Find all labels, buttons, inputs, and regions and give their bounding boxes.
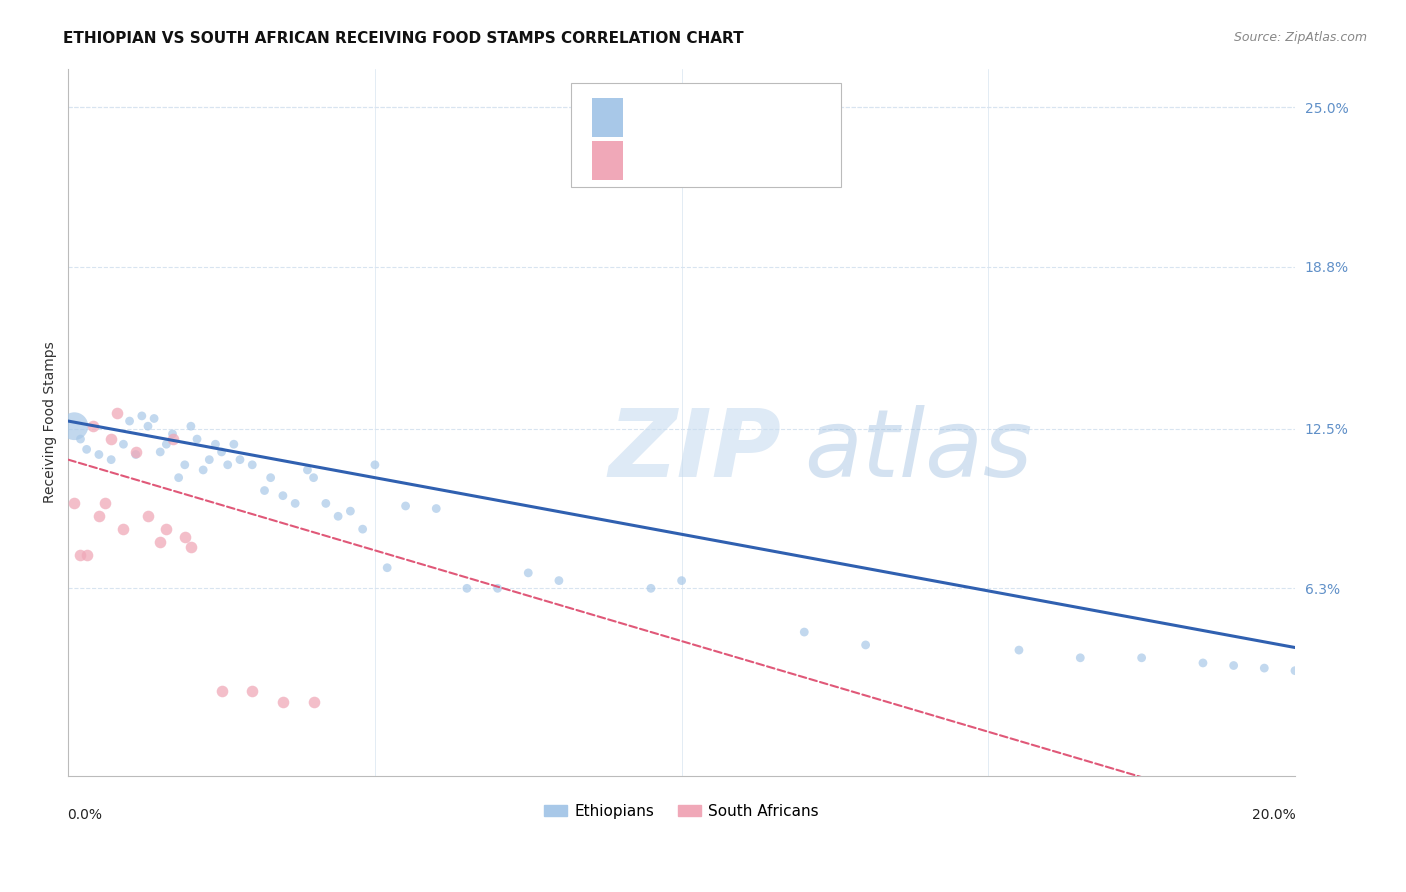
FancyBboxPatch shape — [592, 141, 623, 179]
Text: 20.0%: 20.0% — [1253, 808, 1296, 822]
Point — [222, 437, 245, 451]
Point — [1130, 650, 1153, 665]
Point — [326, 509, 349, 524]
Point — [284, 496, 307, 510]
Point — [69, 432, 91, 446]
Point — [204, 437, 226, 451]
Point — [180, 540, 202, 554]
Point — [87, 509, 110, 524]
Legend: Ethiopians, South Africans: Ethiopians, South Africans — [538, 798, 825, 825]
Point — [240, 458, 263, 472]
Point — [136, 419, 159, 434]
Point — [131, 409, 153, 423]
Text: R = −0.309: R = −0.309 — [637, 153, 734, 168]
Point — [149, 445, 172, 459]
Point — [125, 445, 148, 459]
Point — [118, 414, 141, 428]
Point — [1008, 643, 1031, 657]
Point — [855, 638, 877, 652]
Point — [143, 411, 166, 425]
Point — [136, 509, 159, 524]
Point — [69, 548, 91, 562]
Point — [63, 496, 86, 510]
Point — [217, 458, 239, 472]
Point — [486, 582, 509, 596]
Y-axis label: Receiving Food Stamps: Receiving Food Stamps — [44, 342, 58, 503]
Point — [100, 452, 122, 467]
Point — [211, 445, 233, 459]
Point — [517, 566, 540, 580]
Point — [100, 432, 122, 446]
Point — [1069, 650, 1091, 665]
Point — [297, 463, 319, 477]
Point — [364, 458, 387, 472]
Point — [162, 432, 184, 446]
Text: ETHIOPIAN VS SOUTH AFRICAN RECEIVING FOOD STAMPS CORRELATION CHART: ETHIOPIAN VS SOUTH AFRICAN RECEIVING FOO… — [63, 31, 744, 46]
Point — [149, 535, 172, 549]
Point — [211, 684, 233, 698]
Point — [271, 489, 294, 503]
Point — [352, 522, 374, 536]
Point — [186, 432, 208, 446]
Point — [456, 582, 478, 596]
Point — [1284, 664, 1306, 678]
Text: ZIP: ZIP — [607, 405, 780, 497]
Point — [640, 582, 662, 596]
Text: 0.0%: 0.0% — [67, 808, 103, 822]
Point — [180, 419, 202, 434]
Point — [87, 448, 110, 462]
Point — [229, 452, 252, 467]
Point — [76, 442, 98, 457]
Text: atlas: atlas — [804, 405, 1032, 496]
Point — [198, 452, 221, 467]
Point — [259, 471, 281, 485]
Point — [155, 437, 177, 451]
Point — [271, 694, 294, 708]
Point — [1192, 656, 1215, 670]
FancyBboxPatch shape — [592, 98, 623, 137]
Point — [105, 406, 128, 420]
Point — [173, 530, 195, 544]
Point — [394, 499, 416, 513]
Point — [1222, 658, 1244, 673]
Point — [1253, 661, 1275, 675]
Point — [193, 463, 215, 477]
Point — [425, 501, 447, 516]
Text: N = 20: N = 20 — [752, 153, 808, 168]
Text: R = −0.386: R = −0.386 — [637, 111, 734, 125]
Point — [63, 419, 86, 434]
Point — [793, 625, 815, 640]
FancyBboxPatch shape — [571, 83, 841, 186]
Point — [253, 483, 276, 498]
Point — [76, 548, 98, 562]
Point — [112, 437, 135, 451]
Point — [548, 574, 571, 588]
Point — [155, 522, 177, 536]
Text: Source: ZipAtlas.com: Source: ZipAtlas.com — [1233, 31, 1367, 45]
Point — [82, 419, 104, 434]
Point — [302, 694, 325, 708]
Point — [315, 496, 337, 510]
Point — [671, 574, 693, 588]
Point — [112, 522, 135, 536]
Point — [240, 684, 263, 698]
Point — [167, 471, 190, 485]
Point — [339, 504, 361, 518]
Text: N = 55: N = 55 — [752, 111, 808, 125]
Point — [162, 426, 184, 441]
Point — [94, 496, 117, 510]
Point — [302, 471, 325, 485]
Point — [375, 560, 398, 574]
Point — [173, 458, 195, 472]
Point — [125, 448, 148, 462]
